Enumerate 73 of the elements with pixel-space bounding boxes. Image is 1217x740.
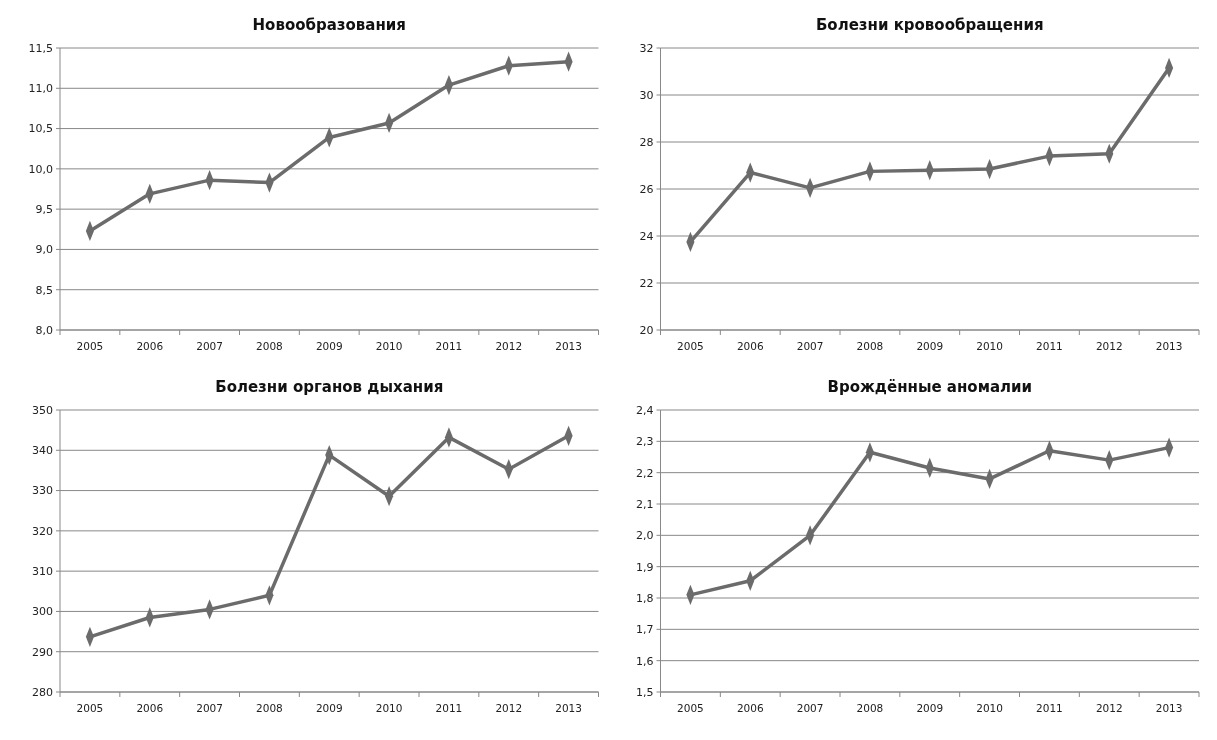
x-tick-label: 2012 (1095, 702, 1123, 714)
x-tick-label: 2011 (1036, 702, 1063, 714)
chart-title: Новообразования (252, 16, 406, 34)
x-tick-label: 2006 (736, 702, 764, 714)
x-tick-label: 2005 (677, 702, 704, 714)
y-tick-label: 2,0 (636, 529, 654, 543)
x-tick-label: 2007 (796, 702, 824, 714)
y-tick-label: 2,1 (636, 497, 654, 511)
x-tick-label: 2013 (555, 702, 582, 714)
y-tick-label: 1,7 (636, 623, 654, 637)
y-tick-label: 1,8 (636, 591, 654, 605)
x-tick-label: 2012 (1095, 340, 1123, 352)
x-tick-label: 2011 (435, 702, 463, 714)
x-tick-label: 2011 (435, 340, 463, 352)
y-tick-label: 1,6 (636, 654, 654, 668)
y-tick-label: 32 (639, 41, 654, 55)
y-tick-label: 22 (639, 276, 654, 290)
x-tick-label: 2005 (76, 340, 104, 352)
x-tick-label: 2006 (736, 340, 764, 352)
y-tick-label: 26 (639, 182, 654, 196)
y-tick-label: 30 (639, 88, 654, 102)
x-tick-label: 2012 (495, 702, 523, 714)
y-tick-label: 9,5 (35, 202, 53, 216)
y-tick-label: 340 (32, 444, 53, 458)
y-tick-label: 8,5 (35, 283, 53, 297)
x-tick-label: 2010 (375, 340, 403, 352)
y-tick-label: 20 (639, 323, 654, 337)
y-tick-label: 11,5 (28, 41, 53, 55)
x-tick-label: 2009 (315, 702, 343, 714)
x-tick-label: 2012 (495, 340, 523, 352)
y-tick-label: 9,0 (35, 243, 53, 257)
x-tick-label: 2008 (856, 340, 884, 352)
chart-title: Болезни кровообращения (815, 16, 1044, 34)
x-tick-label: 2010 (976, 340, 1003, 352)
y-tick-label: 320 (32, 524, 53, 538)
x-tick-label: 2010 (976, 702, 1003, 714)
x-tick-label: 2006 (136, 702, 164, 714)
y-tick-label: 2,2 (636, 466, 654, 480)
x-tick-label: 2007 (796, 340, 824, 352)
y-tick-label: 28 (639, 135, 654, 149)
y-tick-label: 1,5 (636, 685, 654, 699)
y-tick-label: 2,3 (636, 435, 654, 449)
y-tick-label: 8,0 (35, 323, 53, 337)
y-tick-label: 10,0 (28, 162, 53, 176)
x-tick-label: 2009 (916, 340, 944, 352)
y-tick-label: 280 (32, 685, 53, 699)
y-tick-label: 330 (32, 484, 53, 498)
x-tick-label: 2008 (856, 702, 884, 714)
x-tick-label: 2005 (76, 702, 104, 714)
x-tick-label: 2007 (196, 340, 223, 352)
y-tick-label: 2,4 (636, 403, 654, 417)
y-tick-label: 11,0 (28, 82, 53, 96)
y-tick-label: 24 (639, 229, 654, 243)
x-tick-label: 2013 (1155, 702, 1183, 714)
y-tick-label: 310 (32, 564, 53, 578)
x-tick-label: 2008 (256, 340, 283, 352)
y-tick-label: 290 (32, 645, 53, 659)
x-tick-label: 2006 (136, 340, 164, 352)
y-tick-label: 300 (32, 605, 53, 619)
chart-title: Врождённые аномалии (827, 378, 1033, 396)
x-tick-label: 2008 (256, 702, 283, 714)
chart-title: Болезни органов дыхания (215, 378, 444, 396)
x-tick-label: 2005 (677, 340, 704, 352)
x-tick-label: 2010 (375, 702, 403, 714)
x-tick-label: 2007 (196, 702, 223, 714)
x-tick-label: 2013 (1155, 340, 1183, 352)
y-tick-label: 350 (32, 403, 53, 417)
y-tick-label: 10,5 (28, 122, 53, 136)
y-tick-label: 1,9 (636, 560, 654, 574)
x-tick-label: 2009 (916, 702, 944, 714)
x-tick-label: 2013 (555, 340, 582, 352)
x-tick-label: 2009 (315, 340, 343, 352)
x-tick-label: 2011 (1036, 340, 1063, 352)
